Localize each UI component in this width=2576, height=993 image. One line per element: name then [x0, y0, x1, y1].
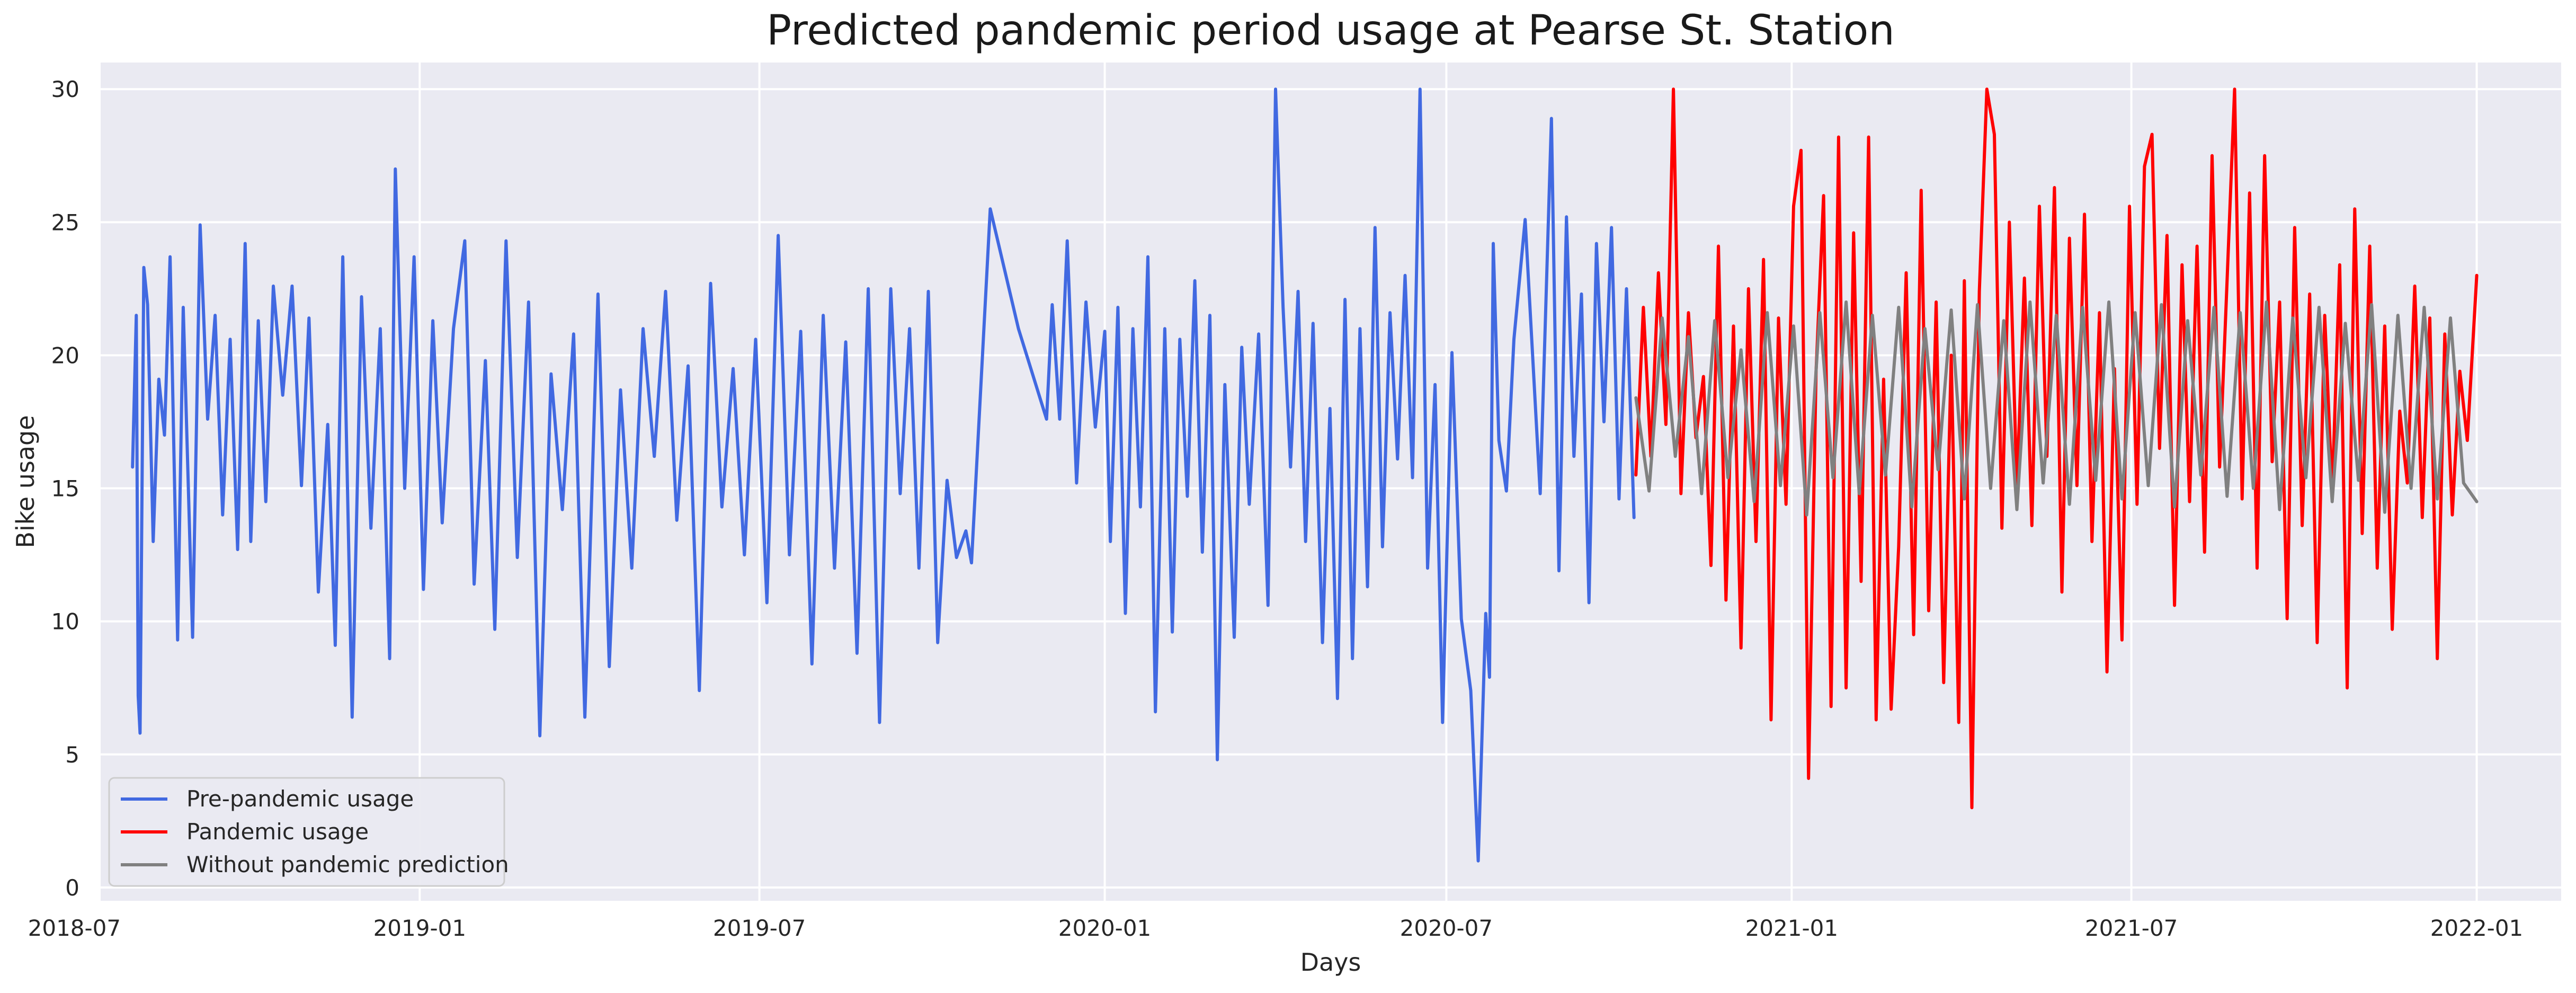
- series-lines: [131, 87, 2479, 863]
- y-tick-label-1: 5: [65, 742, 79, 768]
- legend-box: [108, 777, 505, 887]
- y-tick-label-6: 30: [51, 76, 79, 102]
- x-tick-label-2: 2019-07: [713, 915, 806, 941]
- legend-label-prediction: Without pandemic prediction: [186, 852, 509, 877]
- series-line-pre-pandemic-usage: [131, 87, 1636, 863]
- x-tick-label-6: 2021-07: [2085, 915, 2178, 941]
- y-tick-label-0: 0: [65, 875, 79, 901]
- x-tick-label-4: 2020-07: [1400, 915, 1493, 941]
- y-axis-label: Bike usage: [11, 415, 40, 548]
- y-tick-label-5: 25: [51, 209, 79, 235]
- x-tick-labels: 2018-07 2019-01 2019-07 2020-01 2020-07 2021-…: [28, 915, 2524, 941]
- y-tick-label-2: 10: [51, 609, 79, 635]
- x-tick-label-7: 2022-01: [2430, 915, 2524, 941]
- legend: Pre-pandemic usage Pandemic usage Withou…: [108, 777, 509, 887]
- y-tick-label-4: 20: [51, 342, 79, 368]
- x-tick-label-3: 2020-01: [1058, 915, 1152, 941]
- y-tick-label-3: 15: [51, 476, 79, 502]
- x-tick-label-0: 2018-07: [28, 915, 121, 941]
- y-tick-labels: 0 5 10 15 20 25 30: [51, 76, 79, 901]
- series-line-pandemic-usage: [1634, 87, 2479, 810]
- legend-label-pandemic: Pandemic usage: [186, 819, 369, 845]
- legend-label-pre-pandemic: Pre-pandemic usage: [186, 786, 414, 812]
- chart-title: Predicted pandemic period usage at Pears…: [766, 7, 1895, 55]
- x-tick-label-1: 2019-01: [373, 915, 467, 941]
- x-tick-label-5: 2021-01: [1745, 915, 1839, 941]
- series-line-without-pandemic-prediction: [1634, 300, 2479, 517]
- x-axis-label: Days: [1300, 948, 1361, 977]
